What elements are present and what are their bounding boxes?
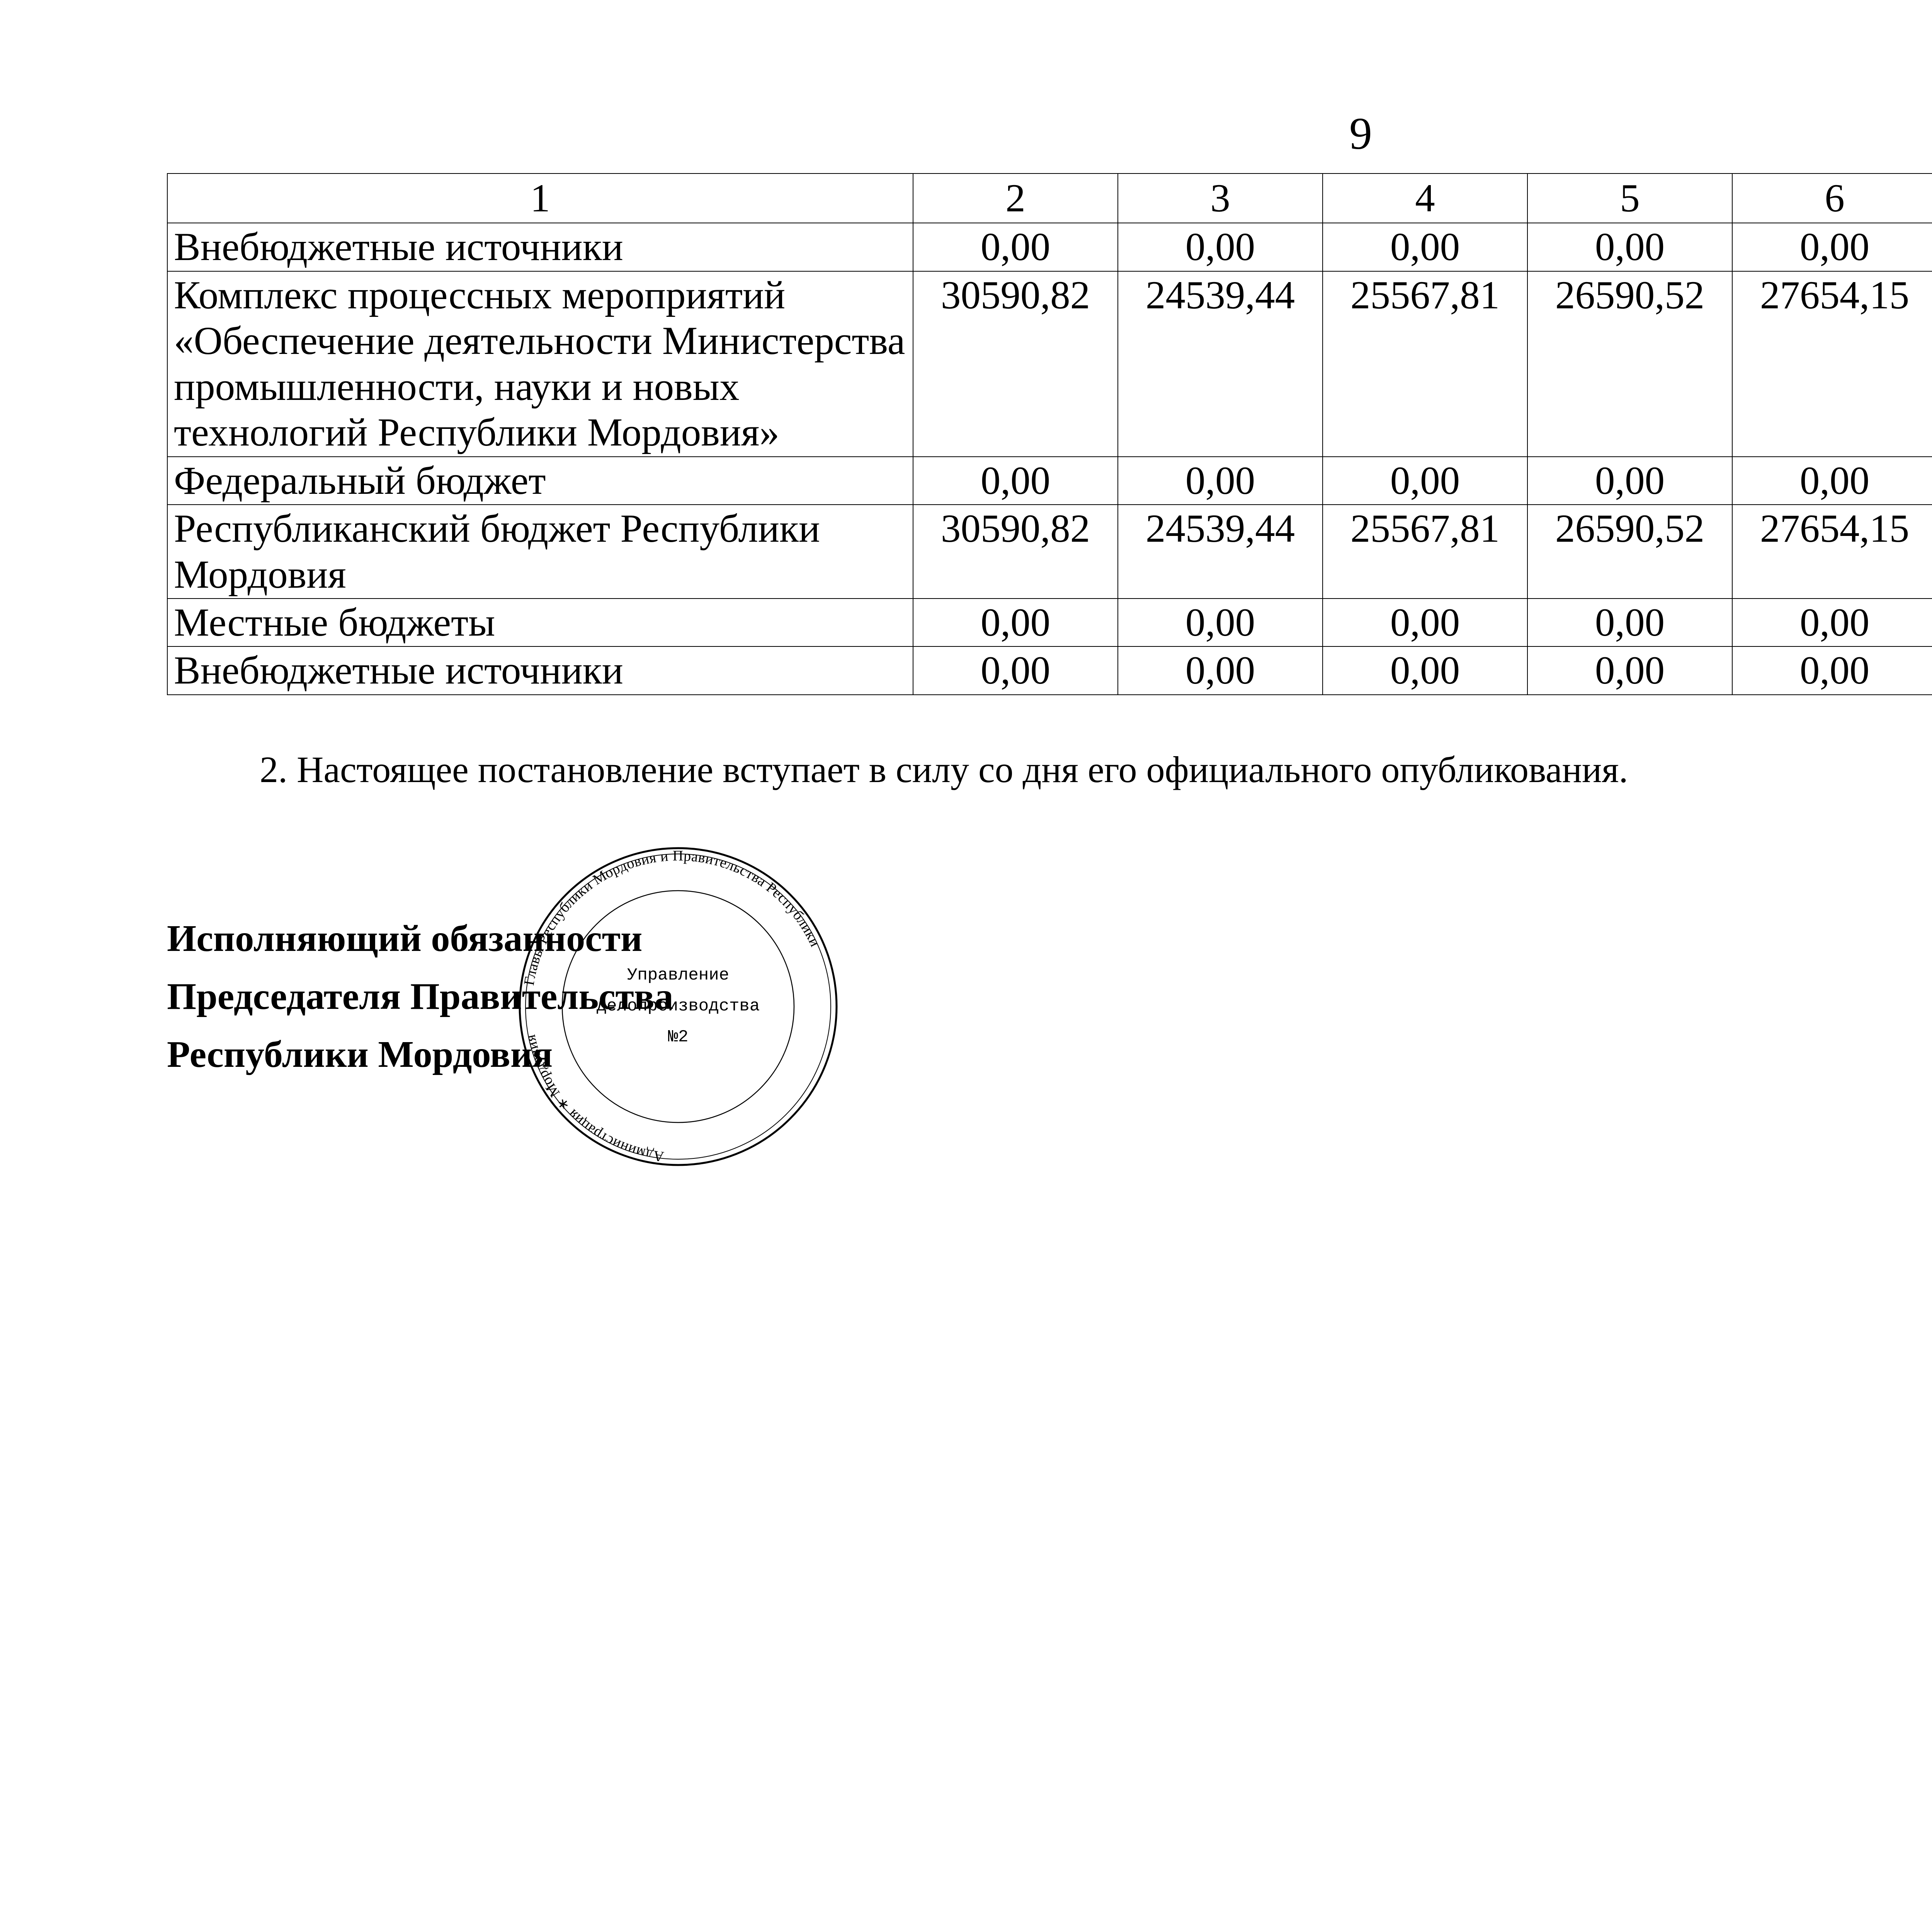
svg-text:Управление: Управление (627, 966, 729, 985)
svg-text:Администрация ∗ Мордовия: Администрация ∗ Мордовия (522, 1033, 665, 1165)
svg-text:делопроизводства: делопроизводства (597, 997, 760, 1016)
svg-text:№2: №2 (668, 1027, 689, 1047)
